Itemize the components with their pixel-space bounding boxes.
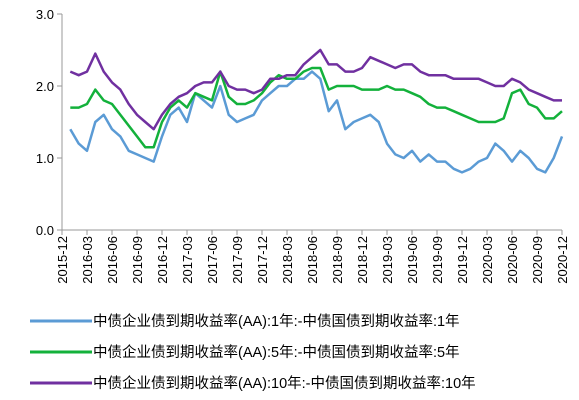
- x-tick-label: 2017-09: [230, 236, 245, 284]
- y-tick-label: 1.0: [36, 151, 54, 166]
- x-tick-label: 2016-12: [155, 236, 170, 284]
- x-tick-label: 2016-09: [130, 236, 145, 284]
- x-tick-label: 2016-03: [80, 236, 95, 284]
- y-tick-label: 3.0: [36, 7, 54, 22]
- y-tick-label: 0.0: [36, 223, 54, 238]
- x-tick-label: 2017-06: [205, 236, 220, 284]
- x-tick-label: 2020-12: [555, 236, 570, 284]
- x-tick-label: 2018-03: [280, 236, 295, 284]
- series-line: [69, 70, 564, 174]
- series-line: [69, 48, 562, 131]
- x-tick-label: 2020-03: [480, 236, 495, 284]
- x-tick-label: 2018-12: [355, 236, 370, 284]
- legend-label: 中债企业债到期收益率(AA):10年:-中债国债到期收益率:10年: [93, 374, 476, 392]
- y-tick-label: 2.0: [36, 79, 54, 94]
- x-tick-label: 2018-09: [330, 236, 345, 284]
- x-tick-label: 2019-09: [430, 236, 445, 284]
- x-tick-label: 2015-12: [55, 236, 70, 284]
- x-tick-label: 2020-06: [505, 236, 520, 284]
- x-tick-label: 2016-06: [105, 236, 120, 284]
- x-tick-label: 2019-12: [455, 236, 470, 284]
- x-tick-label: 2018-06: [305, 236, 320, 284]
- x-tick-label: 2017-03: [180, 236, 195, 284]
- x-tick-label: 2017-12: [255, 236, 270, 284]
- series-line: [70, 66, 563, 149]
- x-tick-label: 2020-09: [530, 236, 545, 284]
- legend: 中债企业债到期收益率(AA):1年:-中债国债到期收益率:1年中债企业债到期收益…: [30, 312, 476, 392]
- legend-label: 中债企业债到期收益率(AA):5年:-中债国债到期收益率:5年: [93, 343, 460, 361]
- x-tick-label: 2019-06: [405, 236, 420, 284]
- legend-label: 中债企业债到期收益率(AA):1年:-中债国债到期收益率:1年: [93, 312, 460, 330]
- x-tick-label: 2019-03: [380, 236, 395, 284]
